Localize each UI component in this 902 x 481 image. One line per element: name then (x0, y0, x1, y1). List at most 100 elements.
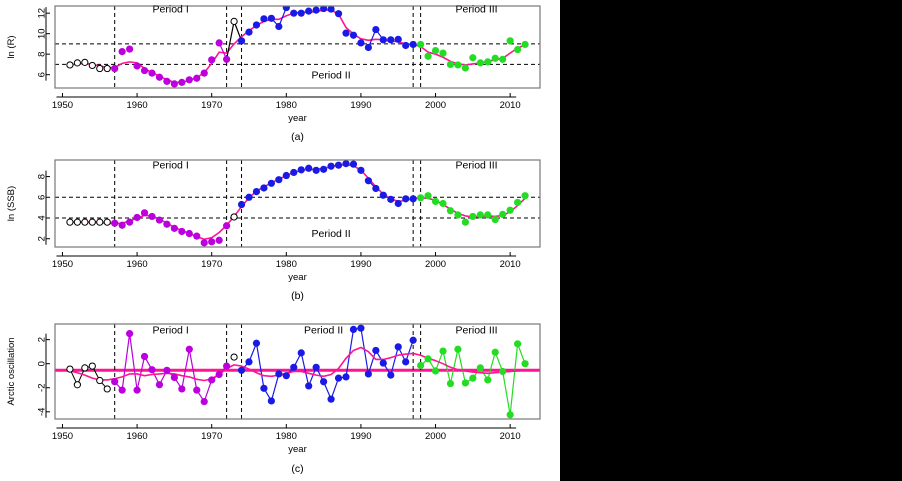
data-point (148, 212, 156, 221)
data-point (193, 232, 201, 240)
data-point (387, 36, 395, 44)
data-point (178, 385, 186, 393)
plot-box (54, 159, 541, 248)
panel-letter: (b) (291, 290, 304, 302)
period-annotation: Period I (153, 324, 189, 336)
data-point (260, 184, 268, 192)
data-point (394, 199, 402, 208)
data-point-open (230, 353, 238, 361)
data-point-open (88, 218, 96, 226)
data-point (245, 193, 253, 201)
data-point (148, 366, 156, 374)
data-point (439, 49, 447, 57)
y-axis-title: ln (SSB) (6, 186, 17, 221)
data-point (140, 209, 149, 217)
data-point (349, 325, 358, 334)
data-point (357, 166, 365, 174)
data-point (514, 340, 522, 348)
x-tick-label: 1960 (127, 431, 148, 442)
data-point-open (103, 218, 111, 226)
data-point (126, 218, 134, 226)
data-point (461, 218, 469, 226)
x-tick-label: 2000 (425, 100, 446, 111)
data-point-open (103, 385, 111, 393)
data-point-open (66, 218, 74, 226)
data-point (275, 176, 283, 184)
data-point (334, 10, 343, 18)
panel-letter: (a) (291, 131, 304, 143)
y-axis-title: Arctic oscillation (6, 337, 17, 405)
plot-box (54, 323, 541, 420)
smooth-line (69, 346, 526, 382)
y-tick-label: 8 (37, 174, 48, 179)
y-tick-label: 2 (37, 337, 48, 342)
data-point (379, 36, 387, 44)
data-point (424, 192, 432, 200)
smooth-line (69, 9, 526, 84)
data-point (357, 324, 365, 332)
y-axis-title: ln (R) (6, 35, 17, 58)
data-point (476, 211, 484, 219)
series-period-III-green (417, 340, 529, 419)
panel-a-ln-r: 1950 1960 1970 1980 1990 2000 2010 6 8 10 12 ln (R)… (0, 0, 560, 146)
data-point (215, 39, 223, 47)
y-tick-label: 4 (37, 215, 48, 220)
data-point (461, 64, 469, 72)
series-period-II-blue (237, 160, 417, 209)
data-point (379, 359, 387, 367)
data-point (208, 56, 216, 64)
data-point (267, 397, 275, 405)
data-point (402, 41, 410, 50)
data-point (133, 386, 141, 394)
data-point (223, 362, 231, 370)
data-point (499, 55, 507, 63)
figure-container: 1950 1960 1970 1980 1990 2000 2010 6 8 10 12 ln (R)… (0, 0, 560, 481)
data-point (521, 360, 529, 368)
data-point (178, 227, 186, 236)
data-point (417, 40, 425, 49)
data-point (118, 221, 126, 229)
data-point (118, 48, 126, 56)
data-point (267, 179, 275, 187)
data-point (133, 213, 141, 222)
data-point (245, 28, 253, 36)
x-tick-label: 2010 (500, 259, 521, 270)
data-point (305, 382, 313, 390)
data-point (484, 376, 492, 384)
data-point (379, 191, 387, 199)
y-tick-label: -2 (37, 384, 48, 392)
panel-a-svg: 1950 1960 1970 1980 1990 2000 2010 6 8 10 12 ln (R)… (6, 3, 541, 143)
panel-c-svg: 1950 1960 1970 1980 1990 2000 2010 -4 -2 0 2 Arctic… (6, 323, 541, 475)
data-point (140, 352, 149, 361)
data-point (424, 355, 432, 363)
data-point (170, 373, 178, 382)
data-point (476, 364, 484, 372)
x-tick-label: 1960 (127, 259, 148, 270)
data-point (223, 55, 231, 63)
x-tick-label: 2010 (500, 100, 521, 111)
series-period-II-blue (237, 6, 417, 52)
data-point (431, 197, 440, 206)
data-point (237, 200, 246, 209)
panel-c-arctic-oscillation: 1950 1960 1970 1980 1990 2000 2010 -4 -2 0 2 Arctic… (0, 306, 560, 481)
data-point (111, 378, 119, 386)
data-point (312, 166, 320, 174)
data-point (163, 220, 171, 228)
x-tick-label: 1960 (127, 100, 148, 111)
data-point (260, 15, 268, 23)
data-point (327, 162, 335, 170)
panel-letter: (c) (291, 463, 303, 475)
data-point (514, 198, 522, 207)
data-point-open (230, 213, 238, 221)
data-point (499, 367, 507, 376)
connector-period-II-blue (240, 327, 414, 402)
x-tick-label: 1980 (276, 100, 297, 111)
data-point (387, 195, 395, 203)
data-point (334, 161, 343, 169)
period-annotation: Period III (456, 324, 498, 336)
data-point (290, 9, 298, 17)
period-annotation: Period III (456, 3, 498, 15)
data-point (320, 378, 328, 386)
plot-box (54, 5, 541, 89)
data-point (275, 370, 283, 378)
